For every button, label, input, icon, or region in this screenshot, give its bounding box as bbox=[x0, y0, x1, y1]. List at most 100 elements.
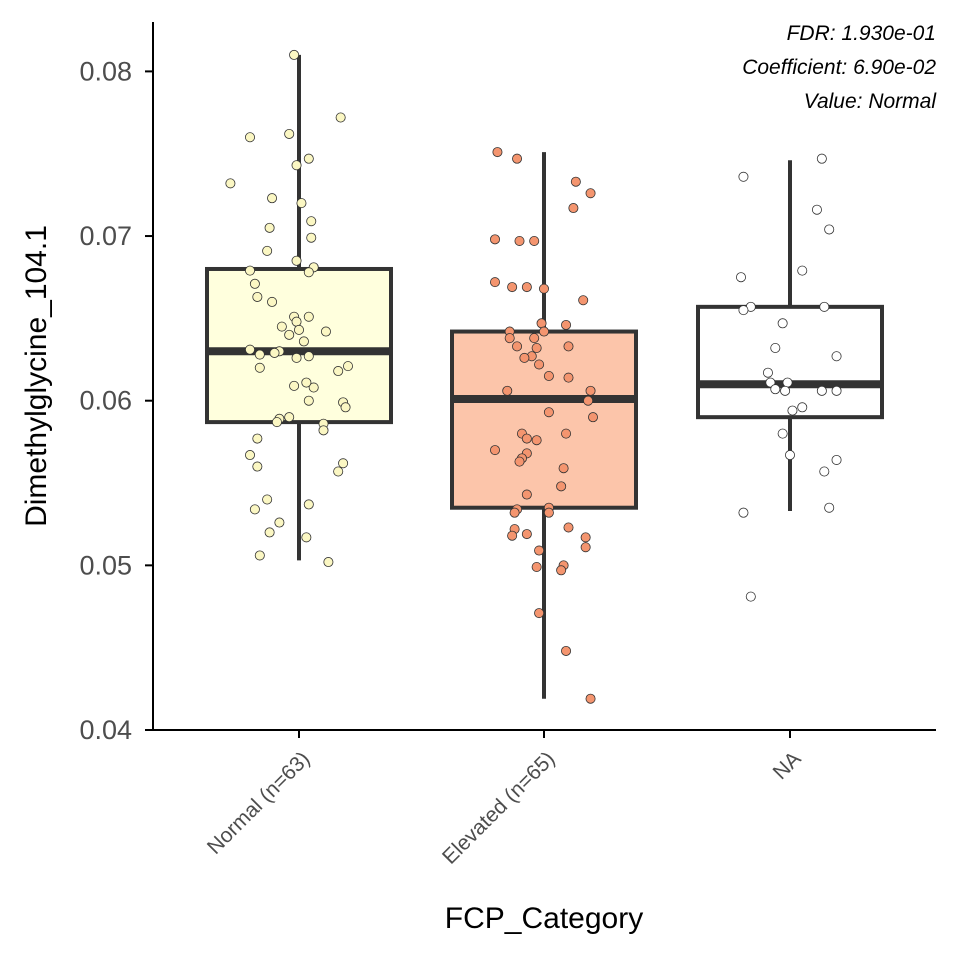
data-point bbox=[539, 283, 550, 294]
data-point bbox=[509, 507, 520, 518]
data-point bbox=[284, 329, 295, 340]
data-point bbox=[787, 405, 798, 416]
data-point bbox=[276, 321, 287, 332]
data-point bbox=[531, 561, 542, 572]
data-point bbox=[543, 370, 554, 381]
data-point bbox=[738, 305, 749, 316]
data-point bbox=[502, 385, 513, 396]
data-point bbox=[588, 412, 599, 423]
data-point bbox=[563, 522, 574, 533]
data-point bbox=[303, 351, 314, 362]
data-point bbox=[333, 466, 344, 477]
data-point bbox=[765, 377, 776, 388]
data-point bbox=[556, 481, 567, 492]
group-2 bbox=[696, 153, 884, 602]
data-point bbox=[816, 153, 827, 164]
data-point bbox=[558, 463, 569, 474]
data-point bbox=[777, 428, 788, 439]
data-point bbox=[252, 433, 263, 444]
y-tick-label: 0.07 bbox=[79, 221, 132, 251]
data-point bbox=[785, 450, 796, 461]
data-point bbox=[254, 349, 265, 360]
data-point bbox=[264, 222, 275, 233]
annotation-fdr: FDR: 1.930e-01 bbox=[787, 22, 936, 45]
data-point bbox=[293, 324, 304, 335]
data-point bbox=[519, 352, 530, 363]
data-point bbox=[534, 545, 545, 556]
data-point bbox=[561, 319, 572, 330]
data-point bbox=[580, 532, 591, 543]
x-axis-title: FCP_Category bbox=[445, 902, 643, 935]
data-point bbox=[289, 49, 300, 60]
data-point bbox=[578, 295, 589, 306]
data-point bbox=[570, 176, 581, 187]
y-axis-title: Dimethylglycine_104.1 bbox=[20, 225, 53, 527]
data-point bbox=[782, 377, 793, 388]
annotation-value: Value: Normal bbox=[804, 90, 938, 113]
data-point bbox=[254, 362, 265, 373]
data-point bbox=[568, 203, 579, 214]
annotation-coefficient: Coefficient: 6.90e-02 bbox=[742, 56, 936, 79]
data-point bbox=[819, 301, 830, 312]
data-point bbox=[507, 282, 518, 293]
x-tick-label: Normal (n=63) bbox=[203, 747, 315, 859]
plot-area bbox=[205, 49, 884, 704]
data-point bbox=[303, 267, 314, 278]
data-point bbox=[534, 608, 545, 619]
box bbox=[205, 266, 393, 425]
group-0 bbox=[205, 49, 393, 568]
y-tick-label: 0.08 bbox=[79, 56, 132, 86]
x-tick-label: Elevated (n=65) bbox=[438, 747, 560, 869]
data-point bbox=[531, 343, 542, 354]
data-point bbox=[262, 245, 273, 256]
data-point bbox=[811, 204, 822, 215]
data-point bbox=[797, 402, 808, 413]
data-point bbox=[780, 385, 791, 396]
data-point bbox=[512, 341, 523, 352]
data-point bbox=[512, 153, 523, 164]
data-point bbox=[539, 326, 550, 337]
data-point bbox=[308, 382, 319, 393]
data-point bbox=[561, 428, 572, 439]
data-point bbox=[244, 265, 255, 276]
data-point bbox=[492, 147, 503, 158]
data-point bbox=[543, 507, 554, 518]
data-point bbox=[585, 693, 596, 704]
data-point bbox=[320, 326, 331, 337]
data-point bbox=[563, 372, 574, 383]
data-point bbox=[831, 385, 842, 396]
data-point bbox=[291, 352, 302, 363]
data-point bbox=[514, 235, 525, 246]
data-point bbox=[274, 517, 285, 528]
data-point bbox=[585, 385, 596, 396]
data-point bbox=[303, 395, 314, 406]
data-point bbox=[521, 529, 532, 540]
data-point bbox=[254, 550, 265, 561]
data-point bbox=[521, 282, 532, 293]
y-tick-label: 0.06 bbox=[79, 386, 132, 416]
group-1 bbox=[450, 147, 638, 704]
data-point bbox=[831, 351, 842, 362]
data-point bbox=[301, 532, 312, 543]
data-point bbox=[335, 112, 346, 123]
data-point bbox=[816, 385, 827, 396]
data-point bbox=[318, 425, 329, 436]
data-point bbox=[252, 291, 263, 302]
data-point bbox=[289, 380, 300, 391]
data-point bbox=[585, 188, 596, 199]
data-point bbox=[514, 456, 525, 467]
data-point bbox=[738, 171, 749, 182]
data-point bbox=[301, 377, 312, 388]
data-point bbox=[244, 132, 255, 143]
data-point bbox=[262, 494, 273, 505]
data-point bbox=[745, 591, 756, 602]
data-point bbox=[252, 461, 263, 472]
data-point bbox=[504, 333, 515, 344]
data-point bbox=[507, 530, 518, 541]
data-point bbox=[271, 417, 282, 428]
data-point bbox=[244, 450, 255, 461]
data-point bbox=[306, 216, 317, 227]
data-point bbox=[249, 278, 260, 289]
data-point bbox=[291, 316, 302, 327]
data-point bbox=[340, 402, 351, 413]
